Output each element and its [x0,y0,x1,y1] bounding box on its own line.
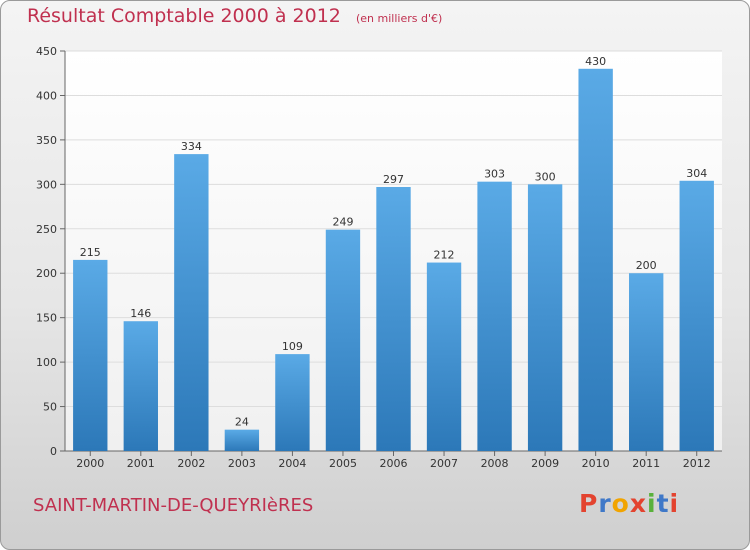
bar-2008 [477,181,512,451]
bar-2002 [174,154,209,451]
data-label-2000: 215 [80,246,101,259]
x-tick-label-2009: 2009 [531,457,559,470]
bar-2010 [578,68,613,452]
data-label-2001: 146 [130,307,151,320]
bar-2007 [426,262,462,451]
logo-letter: P [579,489,599,518]
y-tick-label: 300 [36,178,57,191]
x-tick-label-2010: 2010 [582,457,610,470]
x-tick-label-2011: 2011 [632,457,660,470]
data-label-2007: 212 [434,249,455,262]
data-label-2006: 297 [383,173,404,186]
x-tick-label-2005: 2005 [329,457,357,470]
bar-2011 [629,273,664,451]
logo-letter: r [598,489,612,518]
x-tick-label-2004: 2004 [278,457,306,470]
data-label-2002: 334 [181,140,202,153]
logo-letter: i [669,489,680,518]
y-tick-label: 200 [36,267,57,280]
chart-unit: (en milliers d'€) [355,12,443,25]
data-label-2011: 200 [636,259,657,272]
x-tick-label-2007: 2007 [430,457,458,470]
data-label-2012: 304 [686,167,707,180]
proxiti-logo: Proxiti [579,489,679,518]
x-tick-label-2012: 2012 [683,457,711,470]
data-label-2004: 109 [282,340,303,353]
bar-2012 [679,180,714,451]
bar-2004 [275,354,310,451]
y-tick-label: 50 [43,401,57,414]
bar-2006 [376,187,411,451]
bar-2003 [224,429,260,451]
title-row: Résultat Comptable 2000 à 2012 (en milli… [27,5,442,27]
data-label-2009: 300 [535,170,556,183]
logo-letter: o [611,489,630,518]
logo-letter: x [629,489,647,518]
commune-name: SAINT-MARTIN-DE-QUEYRIèRES [33,495,314,516]
bar-2009 [527,184,563,452]
bar-2000 [73,259,108,451]
data-label-2003: 24 [235,416,249,429]
data-label-2005: 249 [332,216,353,229]
x-tick-label-2002: 2002 [177,457,205,470]
x-tick-label-2008: 2008 [481,457,509,470]
data-label-2010: 430 [585,55,606,68]
y-tick-label: 350 [36,134,57,147]
data-label-2008: 303 [484,168,505,181]
logo-letter: t [656,489,670,518]
y-tick-label: 100 [36,356,57,369]
y-tick-label: 250 [36,223,57,236]
bar-2005 [325,229,361,451]
x-tick-label-2006: 2006 [380,457,408,470]
bar-2001 [123,321,158,451]
chart-title: Résultat Comptable 2000 à 2012 [27,5,341,27]
x-tick-label-2000: 2000 [76,457,104,470]
y-tick-label: 150 [36,312,57,325]
y-tick-label: 400 [36,89,57,102]
y-tick-label: 0 [50,445,57,458]
logo-letter: i [647,489,657,518]
x-tick-label-2003: 2003 [228,457,256,470]
x-tick-label-2001: 2001 [127,457,155,470]
y-tick-label: 450 [36,45,57,58]
